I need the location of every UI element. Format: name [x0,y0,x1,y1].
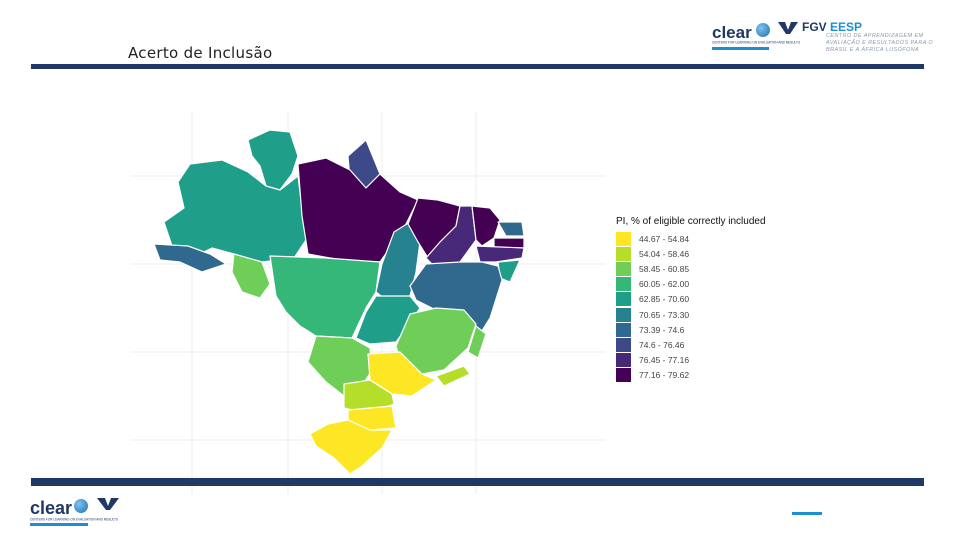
legend-item: 62.85 - 70.60 [616,292,796,307]
state-rondonia [231,253,271,299]
footer-globe-icon [74,499,88,513]
footer-fgv-mark-icon [97,498,119,510]
legend-swatch [616,246,631,261]
legend-swatch [616,353,631,368]
legend-item: 58.45 - 60.85 [616,261,796,276]
state-rio-de-janeiro [435,365,471,387]
legend-swatch [616,231,631,246]
state-parana [343,379,395,415]
state-rn [497,221,525,237]
footer-clear-logo-tagline: CENTERS FOR LEARNING ON EVALUATION AND R… [30,518,119,522]
brazil-choropleth-map [130,112,605,494]
slide-title: Acerto de Inclusão [128,44,273,62]
fgv-mark-icon [778,22,798,34]
legend-item: 70.65 - 73.30 [616,307,796,322]
fgv-unit: EESP [830,20,863,34]
legend-label: 54.04 - 58.46 [639,248,690,259]
clear-logo-word: clear [712,23,752,42]
legend-item: 54.04 - 58.46 [616,246,796,261]
legend-item: 77.16 - 79.62 [616,368,796,383]
state-rgs [309,419,393,475]
footer-accent-line [792,512,822,515]
map-legend: PI, % of eligible correctly included 44.… [616,216,796,383]
legend-label: 58.45 - 60.85 [639,263,690,274]
footer-divider [31,478,924,486]
legend-swatch [616,337,631,352]
clear-logo-tagline: CENTERS FOR LEARNING ON EVALUATION AND R… [712,41,801,45]
legend-label: 74.6 - 76.46 [639,339,685,350]
state-pernambuco [475,245,525,263]
fgv-name: FGV [802,20,827,34]
legend-label: 76.45 - 77.16 [639,355,690,366]
legend-label: 73.39 - 74.6 [639,324,685,335]
legend-title: PI, % of eligible correctly included [616,216,766,227]
state-espirito-santo [467,325,487,359]
footer-fgv-mark [97,496,123,510]
legend-label: 77.16 - 79.62 [639,370,690,381]
footer-clear-logo: clear CENTERS FOR LEARNING ON EVALUATION… [30,496,118,530]
state-bahia [409,261,503,335]
footer-clear-logo-word: clear [30,498,73,518]
globe-icon [756,23,770,37]
state-goias [355,295,421,345]
header-divider [31,64,924,69]
legend-swatch [616,322,631,337]
footer-clear-logo-band [30,523,88,526]
legend-item: 73.39 - 74.6 [616,322,796,337]
state-roraima [247,129,299,191]
clear-logo: clear CENTERS FOR LEARNING ON EVALUATION… [712,20,800,54]
legend-label: 44.67 - 54.84 [639,233,690,244]
legend-swatch [616,292,631,307]
map-svg [130,112,605,494]
legend-swatch [616,368,631,383]
legend-swatch [616,307,631,322]
legend-item: 44.67 - 54.84 [616,231,796,246]
state-acre [153,243,227,273]
legend-label: 62.85 - 70.60 [639,294,690,305]
fgv-description: CENTRO DE APRENDIZAGEM EM AVALIAÇÃO E RE… [826,33,934,53]
legend-swatch [616,277,631,292]
legend-item: 60.05 - 62.00 [616,277,796,292]
legend-items: 44.67 - 54.84 54.04 - 58.46 58.45 - 60.85 6… [616,231,796,383]
legend-swatch [616,261,631,276]
clear-logo-band [712,47,769,50]
legend-label: 60.05 - 62.00 [639,279,690,290]
legend-label: 70.65 - 73.30 [639,309,690,320]
legend-item: 74.6 - 76.46 [616,337,796,352]
legend-item: 76.45 - 77.16 [616,353,796,368]
